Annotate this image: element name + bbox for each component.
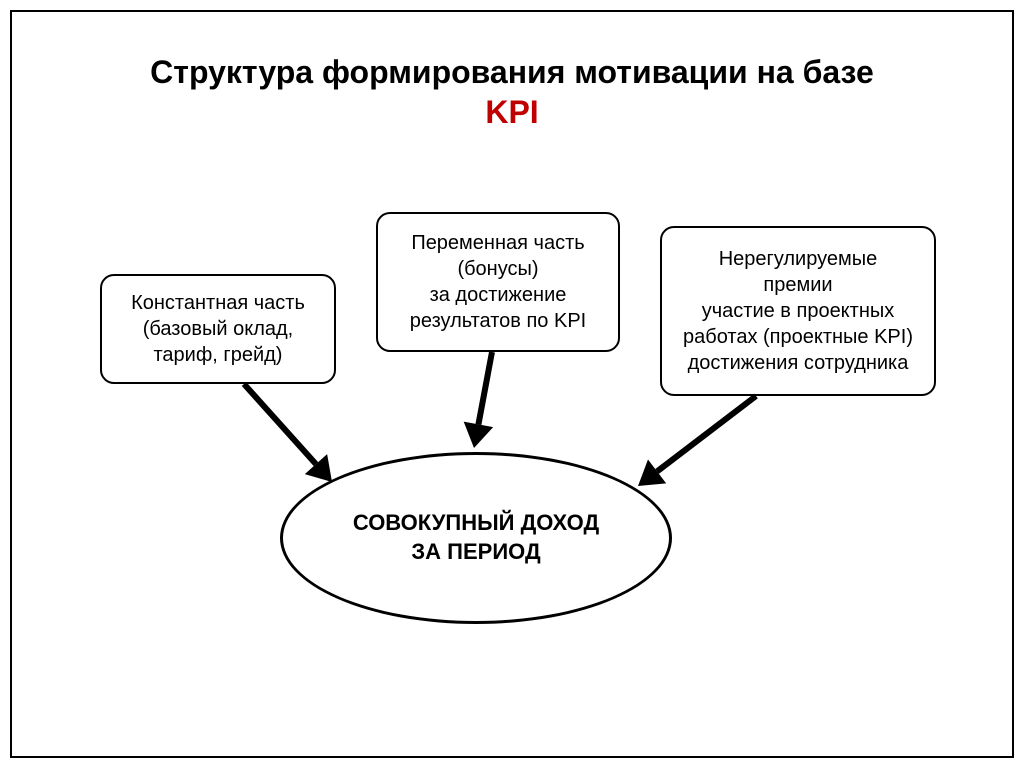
arrows-layer [0,0,1024,768]
